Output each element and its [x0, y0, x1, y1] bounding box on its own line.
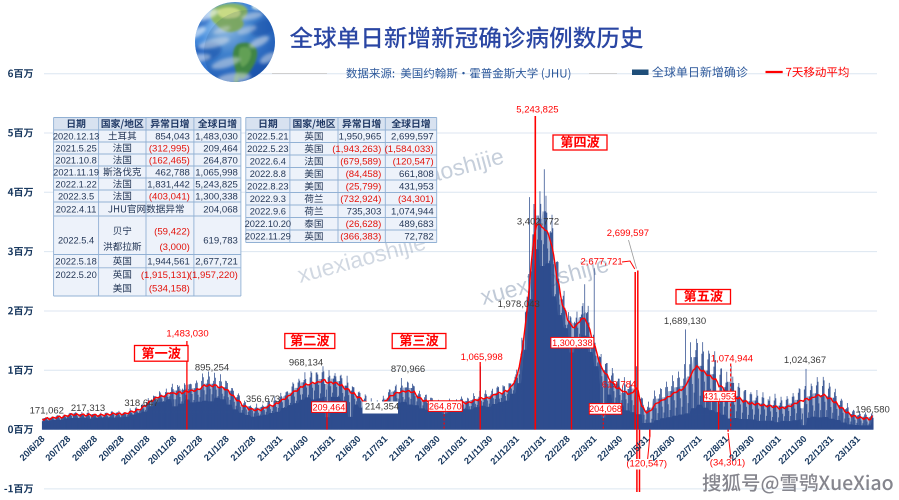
svg-text:462,788: 462,788	[155, 167, 190, 178]
svg-text:(59,422): (59,422)	[154, 226, 190, 237]
svg-text:1,024,367: 1,024,367	[784, 355, 826, 366]
svg-text:2022.8.23: 2022.8.23	[247, 182, 288, 192]
svg-text:431,953: 431,953	[703, 391, 736, 401]
svg-text:2022.5.21: 2022.5.21	[247, 132, 288, 142]
svg-text:2020.12.13: 2020.12.13	[53, 131, 100, 141]
svg-text:1,065,998: 1,065,998	[195, 167, 238, 178]
svg-text:1,978,043: 1,978,043	[498, 299, 540, 310]
svg-text:(534,158): (534,158)	[149, 284, 190, 295]
svg-text:2022.5.18: 2022.5.18	[55, 257, 96, 267]
svg-text:2022.3.5: 2022.3.5	[58, 191, 94, 201]
svg-text:(120,547): (120,547)	[393, 157, 434, 168]
svg-text:2,677,721: 2,677,721	[580, 257, 622, 268]
svg-text:(26,628): (26,628)	[346, 219, 382, 230]
svg-text:619,784: 619,784	[602, 380, 636, 391]
svg-text:1,689,130: 1,689,130	[664, 316, 706, 327]
svg-text:(34,301): (34,301)	[398, 194, 434, 205]
svg-text:(25,799): (25,799)	[346, 182, 382, 193]
svg-text:(120,547): (120,547)	[626, 458, 667, 469]
svg-text:72,782: 72,782	[404, 232, 433, 243]
svg-text:204,068: 204,068	[589, 404, 622, 414]
svg-text:1,831,442: 1,831,442	[147, 179, 190, 190]
svg-text:1,300,338: 1,300,338	[195, 191, 238, 202]
svg-text:(3,000): (3,000)	[159, 242, 189, 253]
svg-text:2021.11.19: 2021.11.19	[53, 167, 99, 177]
svg-text:968,134: 968,134	[289, 358, 323, 369]
svg-text:(34,301): (34,301)	[710, 458, 745, 469]
svg-text:(162,465): (162,465)	[149, 155, 190, 166]
svg-text:2,677,721: 2,677,721	[195, 257, 238, 268]
svg-text:1,950,965: 1,950,965	[339, 132, 382, 143]
svg-text:2022.4.11: 2022.4.11	[56, 204, 97, 214]
svg-text:(84,458): (84,458)	[346, 169, 382, 180]
svg-text:217,313: 217,313	[71, 403, 105, 414]
svg-text:2021.5.25: 2021.5.25	[55, 143, 96, 153]
svg-text:2,699,597: 2,699,597	[391, 132, 434, 143]
svg-text:214,354: 214,354	[365, 402, 399, 413]
svg-text:(1,943,263): (1,943,263)	[332, 144, 381, 155]
svg-text:264,870: 264,870	[429, 401, 462, 411]
svg-text:661,808: 661,808	[399, 169, 434, 180]
svg-text:209,464: 209,464	[203, 143, 238, 154]
svg-text:2022.5.4: 2022.5.4	[58, 235, 94, 245]
svg-text:2021.10.8: 2021.10.8	[55, 155, 96, 165]
svg-text:2022.10.20: 2022.10.20	[245, 219, 292, 229]
svg-text:(403,041): (403,041)	[149, 191, 190, 202]
svg-text:(1,584,033): (1,584,033)	[385, 144, 434, 155]
svg-text:1,074,944: 1,074,944	[711, 353, 753, 364]
svg-text:356,673: 356,673	[246, 394, 280, 405]
svg-text:2022.8.8: 2022.8.8	[250, 169, 286, 179]
svg-text:204,068: 204,068	[203, 204, 238, 215]
svg-text:854,043: 854,043	[155, 131, 190, 142]
svg-text:1,483,030: 1,483,030	[195, 131, 238, 142]
svg-text:895,254: 895,254	[195, 362, 229, 373]
svg-text:(1,915,131): (1,915,131)	[141, 270, 190, 281]
svg-text:2022.9.6: 2022.9.6	[250, 207, 286, 217]
svg-text:431,953: 431,953	[399, 182, 434, 193]
svg-text:735,303: 735,303	[347, 207, 382, 218]
svg-text:2022.1.22: 2022.1.22	[55, 179, 96, 189]
svg-text:1,944,561: 1,944,561	[147, 257, 190, 268]
svg-text:2,699,597: 2,699,597	[607, 228, 649, 239]
svg-text:(1,957,220): (1,957,220)	[189, 270, 238, 281]
svg-text:5,243,825: 5,243,825	[516, 105, 558, 116]
svg-text:2022.6.4: 2022.6.4	[250, 157, 286, 167]
svg-text:2022.5.20: 2022.5.20	[55, 270, 96, 280]
svg-text:(312,995): (312,995)	[149, 143, 190, 154]
svg-text:1,074,944: 1,074,944	[391, 207, 434, 218]
svg-text:619,783: 619,783	[203, 235, 238, 246]
svg-text:171,062: 171,062	[30, 406, 64, 417]
svg-text:209,464: 209,464	[312, 402, 345, 412]
svg-text:2022.11.29: 2022.11.29	[245, 232, 291, 242]
svg-text:870,966: 870,966	[391, 364, 425, 375]
svg-text:2022.5.23: 2022.5.23	[247, 144, 288, 154]
svg-text:196,580: 196,580	[855, 405, 889, 416]
svg-text:(679,589): (679,589)	[340, 157, 381, 168]
svg-text:5,243,825: 5,243,825	[195, 179, 238, 190]
svg-text:(732,924): (732,924)	[340, 194, 381, 205]
svg-text:489,683: 489,683	[399, 219, 434, 230]
svg-text:2022.9.3: 2022.9.3	[250, 194, 286, 204]
svg-text:1,300,338: 1,300,338	[552, 338, 592, 348]
svg-text:3,402,772: 3,402,772	[517, 217, 559, 228]
svg-text:264,870: 264,870	[203, 155, 238, 166]
svg-text:1,065,998: 1,065,998	[461, 352, 503, 363]
svg-text:1,483,030: 1,483,030	[166, 329, 208, 340]
svg-text:318,647: 318,647	[124, 398, 158, 409]
svg-text:(366,383): (366,383)	[340, 232, 381, 243]
